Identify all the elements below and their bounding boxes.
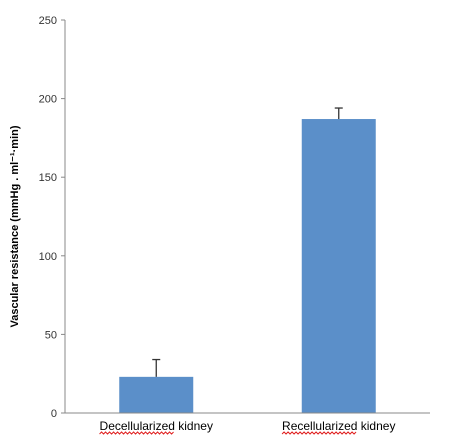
x-axis-category-labels: Decellularized kidney Recellularized kidn… — [99, 419, 395, 435]
y-tick-label: 0 — [51, 408, 57, 420]
bars — [119, 119, 376, 413]
y-tick-label: 150 — [39, 172, 57, 184]
y-tick-label: 250 — [39, 15, 57, 27]
y-tick-label: 100 — [39, 251, 57, 263]
spellcheck-underline — [281, 431, 357, 435]
x-category-label: Recellularized kidney — [282, 419, 395, 433]
y-tick-label: 200 — [39, 94, 57, 106]
y-axis-title: Vascular resistance (mmHg . ml⁻¹·min) — [9, 125, 21, 327]
x-category-label: Decellularized kidney — [100, 419, 213, 433]
y-tick-label: 50 — [45, 329, 57, 341]
y-axis-ticks: 0 50 100 150 200 250 — [39, 15, 65, 420]
bar — [301, 119, 376, 413]
spellcheck-underline — [99, 431, 174, 435]
bar — [119, 376, 194, 413]
error-bars — [152, 107, 343, 377]
